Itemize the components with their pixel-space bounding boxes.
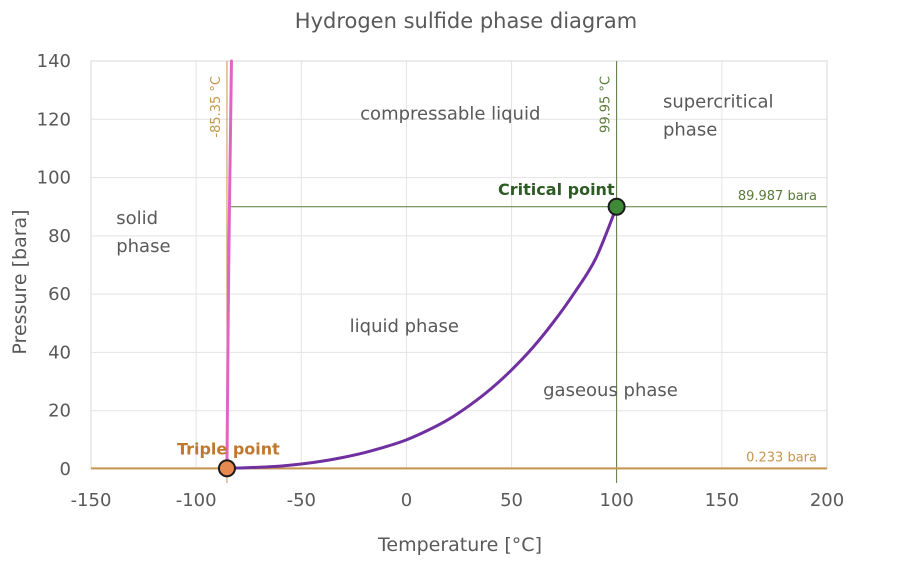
point-label: Triple point <box>177 439 280 458</box>
chart-title: Hydrogen sulfide phase diagram <box>295 9 637 33</box>
x-tick-label: -150 <box>71 490 112 511</box>
region-labels: solid phase compressable liquid supercritic… <box>116 92 773 402</box>
point-marker <box>607 197 626 216</box>
x-tick-label: 100 <box>600 490 634 511</box>
x-axis-label: Temperature [°C] <box>377 534 542 556</box>
y-tick-label: 40 <box>48 342 71 363</box>
y-tick-label: 20 <box>48 401 71 422</box>
y-tick-label: 60 <box>48 284 71 305</box>
horizontal-reference-label: 0.233 bara <box>746 450 817 465</box>
x-tick-label: 150 <box>705 490 739 511</box>
y-tick-label: 120 <box>37 109 71 130</box>
region-label: solid phase <box>116 208 170 257</box>
axes: -150 -100 -50 0 50 100 150 200 0 20 40 60 80 100 120 14… <box>37 51 845 511</box>
vertical-reference-label: 99.95 °C <box>599 76 614 133</box>
y-tick-label: 0 <box>60 459 71 480</box>
y-tick-label: 140 <box>37 51 71 72</box>
horizontal-reference-label: 89.987 bara <box>738 189 817 204</box>
region-label: liquid phase <box>350 316 459 337</box>
region-label: supercritical phase <box>663 92 774 141</box>
x-tick-label: -100 <box>176 490 217 511</box>
region-label: compressable liquid <box>360 103 540 124</box>
point-marker <box>217 459 236 478</box>
y-axis-label: Pressure [bara] <box>9 209 31 354</box>
special-points: Triple point Critical point <box>177 180 626 478</box>
series-line-1 <box>225 59 233 470</box>
point-label: Critical point <box>498 180 615 199</box>
y-tick-label: 80 <box>48 226 71 247</box>
x-tick-label: 50 <box>500 490 523 511</box>
region-label: gaseous phase <box>543 380 678 401</box>
x-tick-label: 0 <box>401 490 412 511</box>
y-tick-label: 100 <box>37 168 71 189</box>
phase-curves <box>225 59 619 470</box>
x-tick-label: -50 <box>287 490 316 511</box>
vertical-reference-label: -85.35 °C <box>209 76 224 138</box>
x-tick-label: 200 <box>810 490 844 511</box>
series-line-0 <box>225 205 619 470</box>
